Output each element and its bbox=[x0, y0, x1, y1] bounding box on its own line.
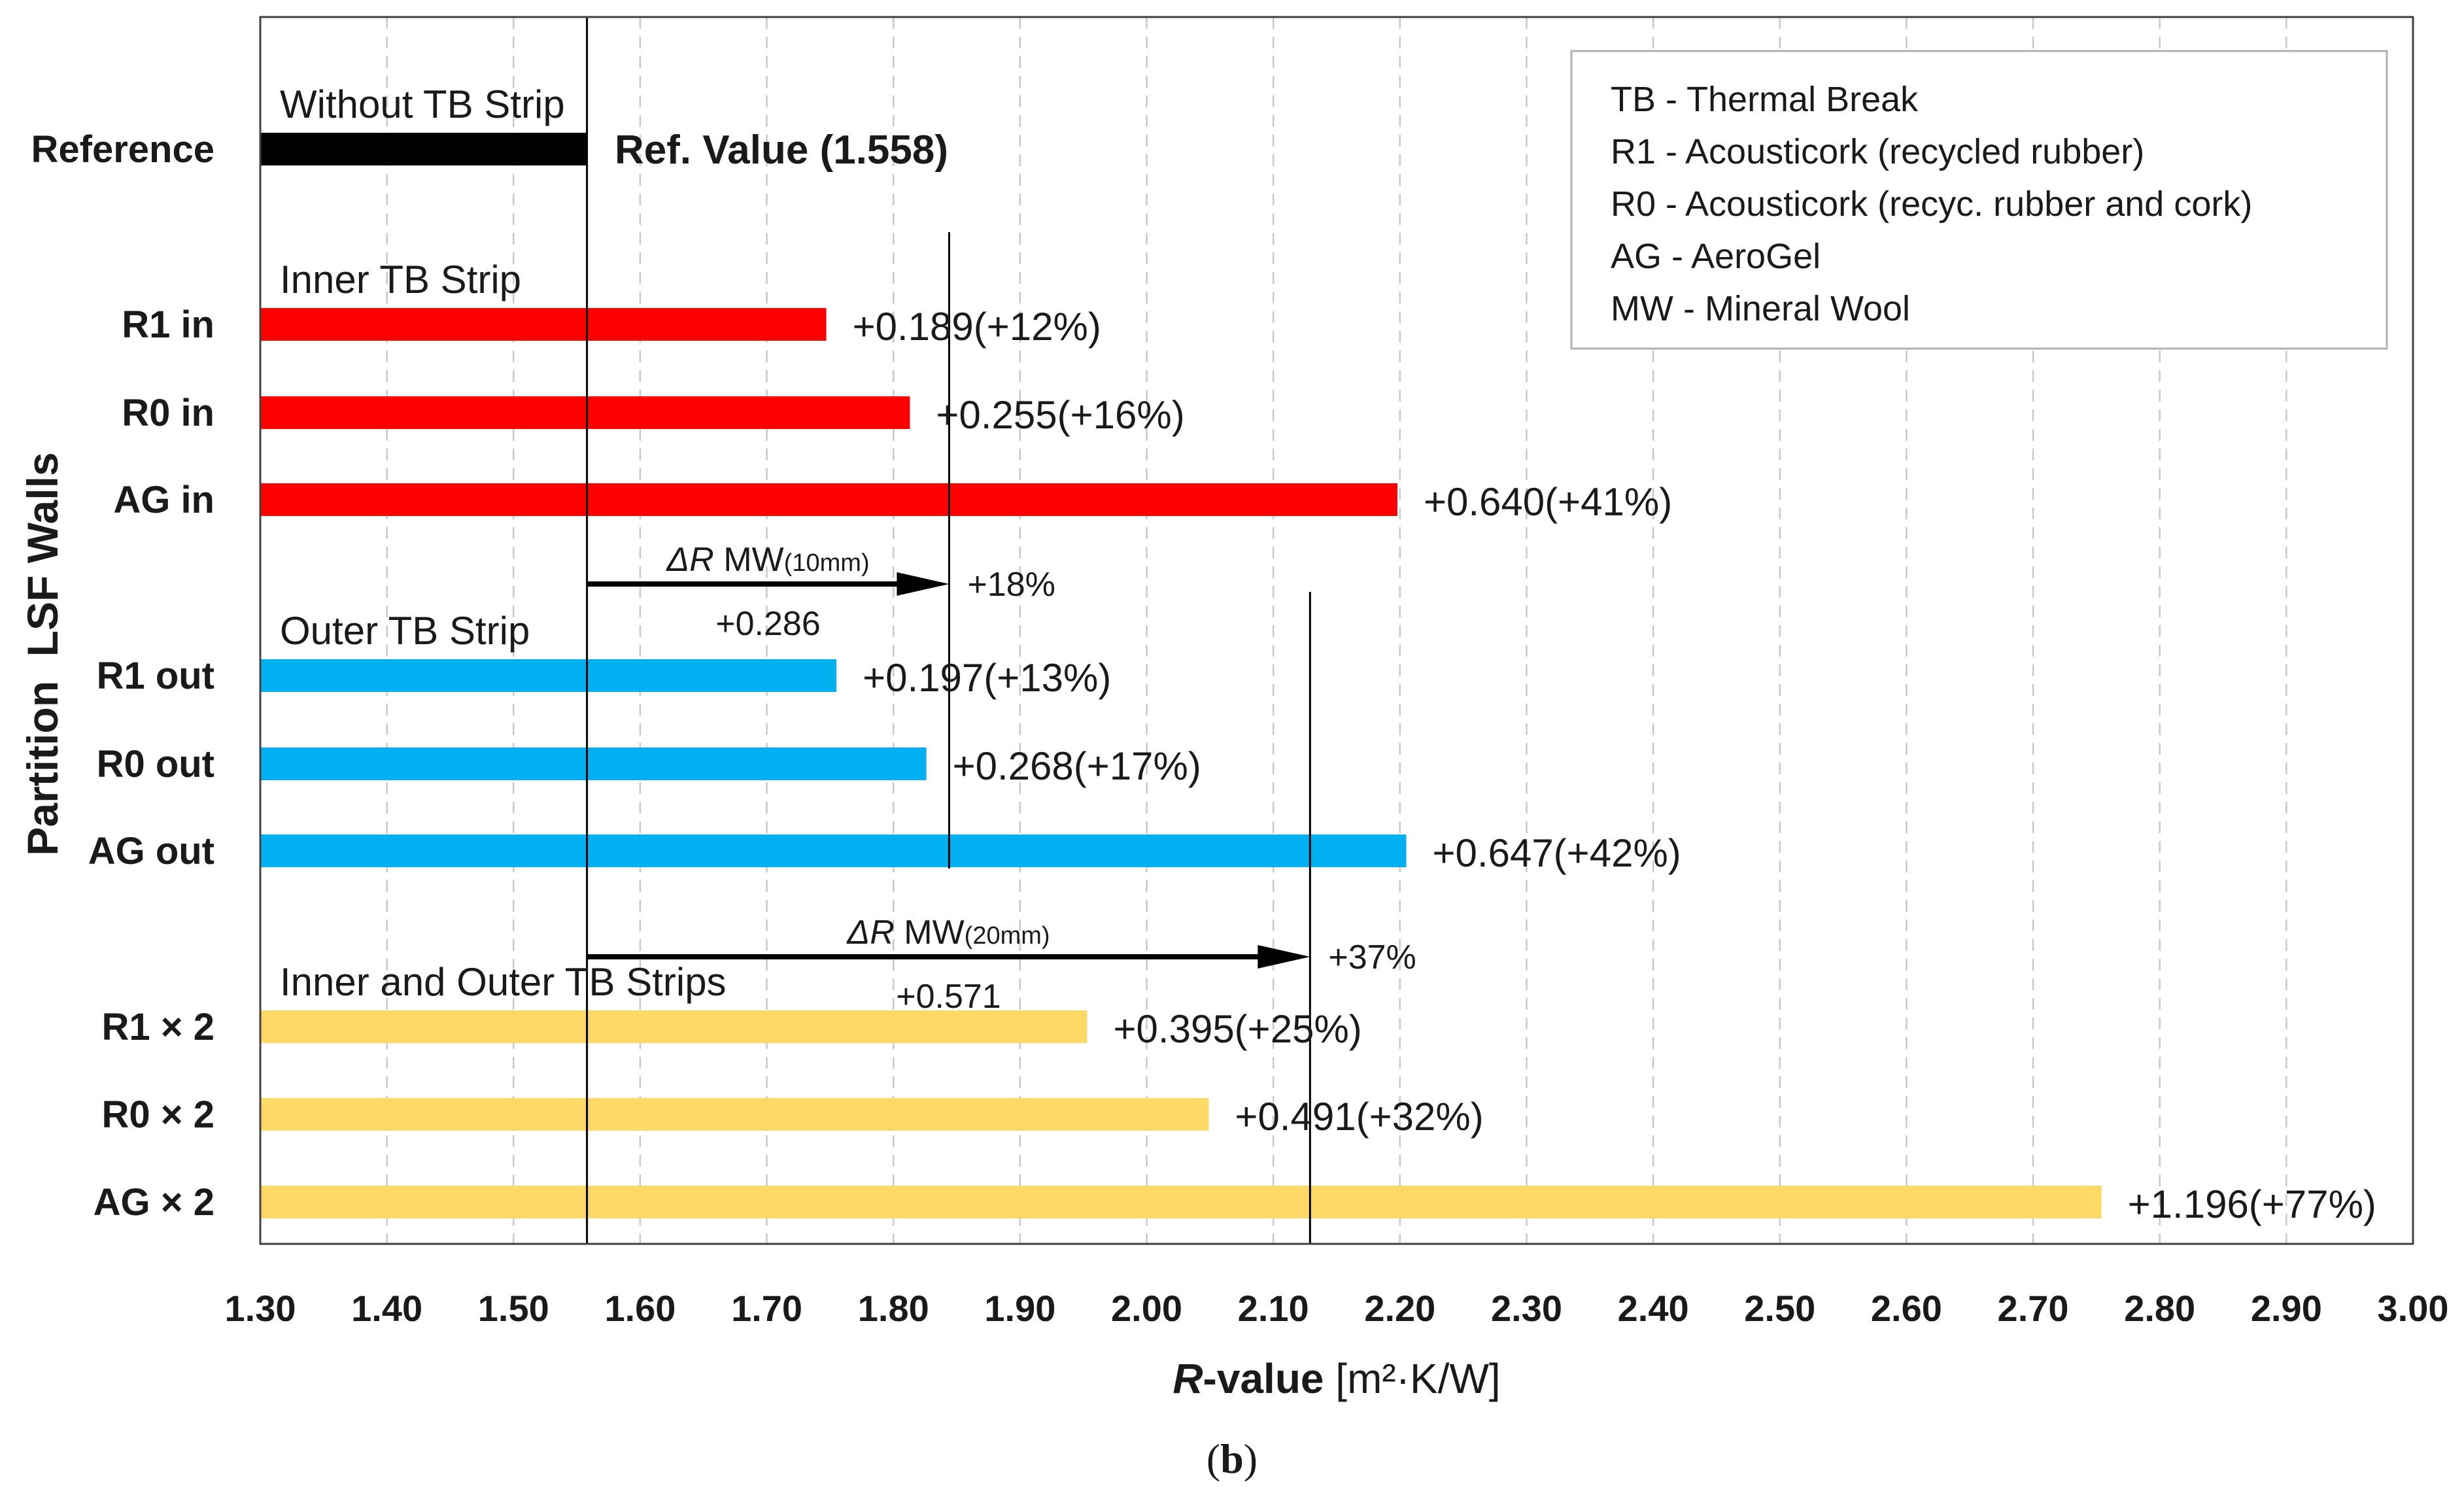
mw-thickness: (20mm) bbox=[965, 922, 1050, 950]
x-tick-label: 2.40 bbox=[1618, 1288, 1689, 1329]
x-axis-label: R-value [m²·K/W] bbox=[1172, 1355, 1500, 1402]
category-label: AG × 2 bbox=[94, 1181, 214, 1224]
bar-value-label: +0.255(+16%) bbox=[936, 393, 1184, 437]
x-tick-label: 1.50 bbox=[478, 1288, 549, 1329]
delta-symbol: ΔR bbox=[846, 914, 904, 952]
mw-delta-value: +0.286 bbox=[715, 605, 821, 643]
chart-labels: 1.30 1.40 1.50 1.60 1.70 1.80 1.90 2.00 2.10 2.20… bbox=[18, 82, 2449, 1482]
x-tick-label: 2.90 bbox=[2251, 1288, 2322, 1329]
category-label: R0 out bbox=[97, 743, 214, 785]
category-label: R0 in bbox=[122, 392, 214, 434]
bar-value-label: +0.189(+12%) bbox=[853, 305, 1101, 349]
x-tick-label: 1.40 bbox=[351, 1288, 422, 1329]
x-tick-label: 3.00 bbox=[2378, 1288, 2449, 1329]
x-tick-label: 1.30 bbox=[225, 1288, 296, 1329]
mw-text: MW bbox=[723, 541, 783, 579]
x-tick-label: 2.00 bbox=[1111, 1288, 1182, 1329]
group-label: Inner TB Strip bbox=[280, 258, 521, 301]
bars bbox=[260, 133, 2102, 1218]
mw-delta-percent: +37% bbox=[1328, 938, 1416, 976]
x-tick-label: 2.70 bbox=[1998, 1288, 2069, 1329]
x-axis-label-unit: [m²·K/W] bbox=[1335, 1355, 1500, 1402]
x-tick-label: 2.60 bbox=[1871, 1288, 1942, 1329]
reference-value-label: Ref. Value (1.558) bbox=[615, 128, 948, 173]
bar-value-label: +0.491(+32%) bbox=[1235, 1095, 1483, 1139]
mw-arrow-head bbox=[897, 572, 950, 596]
bar-value-label: +1.196(+77%) bbox=[2128, 1182, 2376, 1226]
x-axis-label-text: -value bbox=[1203, 1355, 1336, 1402]
bar bbox=[260, 308, 827, 341]
x-tick-label: 2.30 bbox=[1491, 1288, 1562, 1329]
category-label: Reference bbox=[31, 128, 214, 171]
bar bbox=[260, 396, 910, 429]
group-label: Outer TB Strip bbox=[280, 609, 530, 653]
bar bbox=[260, 1098, 1209, 1131]
legend-entry: TB - Thermal Break bbox=[1611, 80, 1919, 119]
bar bbox=[260, 1186, 2102, 1218]
mw-delta-value: +0.571 bbox=[896, 978, 1001, 1016]
mw-thickness: (10mm) bbox=[784, 549, 870, 577]
caption-open: ( bbox=[1206, 1435, 1220, 1482]
category-label: R1 × 2 bbox=[102, 1006, 215, 1048]
bar-value-label: +0.395(+25%) bbox=[1114, 1007, 1362, 1051]
x-tick-label: 2.20 bbox=[1364, 1288, 1435, 1329]
category-label: R1 in bbox=[122, 303, 214, 346]
reference-lines bbox=[586, 17, 1311, 1244]
group-label: Inner and Outer TB Strips bbox=[280, 960, 727, 1004]
mw-delta-label: ΔR MW(10mm) bbox=[665, 541, 869, 579]
legend-entry: R0 - Acousticork (recyc. rubber and cork… bbox=[1611, 184, 2252, 224]
caption-close: ) bbox=[1244, 1435, 1258, 1482]
legend: TB - Thermal Break R1 - Acousticork (recy… bbox=[1570, 50, 2388, 350]
legend-entry: AG - AeroGel bbox=[1611, 237, 1821, 276]
x-tick-label: 1.90 bbox=[984, 1288, 1055, 1329]
bar bbox=[260, 133, 587, 165]
mw-delta-percent: +18% bbox=[967, 566, 1055, 604]
y-axis-label: Partition LSF Walls bbox=[18, 452, 67, 855]
bar-value-label: +0.197(+13%) bbox=[863, 656, 1111, 700]
bar bbox=[260, 483, 1397, 516]
mw-arrow-head bbox=[1258, 945, 1310, 969]
bar-value-label: +0.640(+41%) bbox=[1424, 480, 1672, 524]
x-tick-label: 1.80 bbox=[858, 1288, 929, 1329]
plot-frame bbox=[259, 16, 2414, 1245]
x-tick-label: 1.70 bbox=[731, 1288, 802, 1329]
x-tick-label: 2.10 bbox=[1238, 1288, 1309, 1329]
category-label: AG out bbox=[88, 830, 214, 872]
bar bbox=[260, 748, 927, 780]
legend-box bbox=[1570, 50, 2388, 350]
bar-value-label: +0.647(+42%) bbox=[1433, 831, 1681, 875]
x-tick-label: 1.60 bbox=[604, 1288, 676, 1329]
category-label: AG in bbox=[113, 479, 214, 521]
legend-entry: MW - Mineral Wool bbox=[1611, 289, 1910, 328]
x-tick-label: 2.50 bbox=[1744, 1288, 1815, 1329]
x-tick-label: 2.80 bbox=[2124, 1288, 2195, 1329]
bar bbox=[260, 1010, 1087, 1043]
caption-letter: b bbox=[1220, 1435, 1244, 1482]
figure-caption: (b) bbox=[1206, 1435, 1258, 1482]
x-axis-label-symbol: R bbox=[1172, 1355, 1203, 1402]
bar-value-label: +0.268(+17%) bbox=[953, 744, 1201, 788]
mw-text: MW bbox=[904, 914, 964, 952]
group-label: Without TB Strip bbox=[280, 82, 565, 126]
legend-entry: R1 - Acousticork (recycled rubber) bbox=[1611, 132, 2144, 171]
bar bbox=[260, 659, 837, 692]
category-label: R1 out bbox=[97, 655, 214, 697]
category-label: R0 × 2 bbox=[102, 1093, 215, 1136]
delta-symbol: ΔR bbox=[665, 541, 723, 579]
mw-delta-label: ΔR MW(20mm) bbox=[846, 914, 1050, 952]
bar bbox=[260, 834, 1407, 867]
